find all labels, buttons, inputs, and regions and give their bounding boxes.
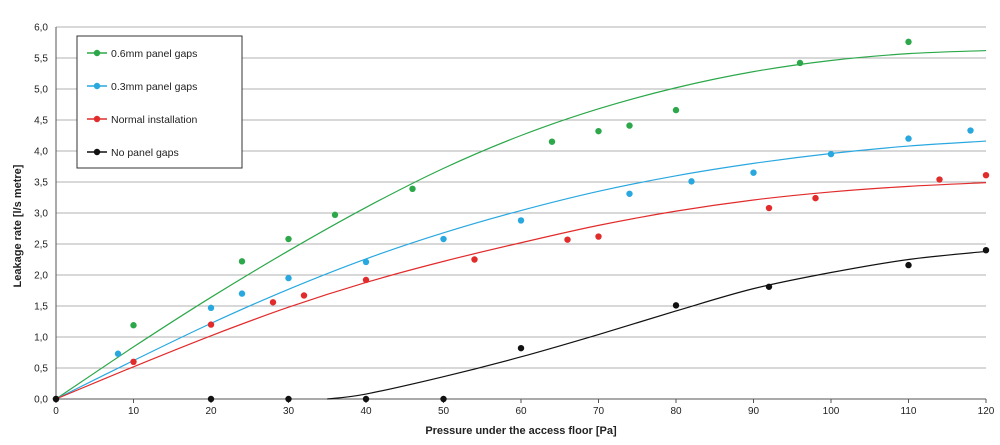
data-point-no-panel-gaps [207,395,215,403]
x-tick-label: 80 [670,406,682,417]
data-point-no-panel-gaps [517,344,525,352]
x-tick-label: 60 [515,406,527,417]
data-point-no-panel-gaps [285,395,292,403]
data-point-0-6mm-panel-gaps [285,235,292,243]
data-point-normal-installation [130,358,137,365]
data-point-0-6mm-panel-gaps [905,38,912,46]
x-axis-label: Pressure under the access floor [Pa] [425,425,617,437]
data-point-normal-installation [362,276,370,284]
data-point-0-6mm-panel-gaps [548,138,556,145]
data-point-0-3mm-panel-gaps [285,274,292,282]
x-tick-label: 70 [593,406,605,417]
data-point-0-3mm-panel-gaps [827,150,835,158]
data-point-0-6mm-panel-gaps [626,122,633,129]
y-tick-label: 5,5 [34,54,48,65]
data-point-0-6mm-panel-gaps [331,211,339,219]
legend-marker-no-panel-gaps [93,148,101,156]
trend-line-no-panel-gaps [327,250,987,400]
data-point-normal-installation [300,292,308,299]
legend-marker-0-6mm-panel-gaps [93,49,101,57]
data-point-0-3mm-panel-gaps [688,178,695,185]
data-point-no-panel-gaps [905,261,912,269]
y-tick-label: 5,0 [34,85,48,96]
data-point-0-3mm-panel-gaps [362,258,370,266]
data-point-no-panel-gaps [982,247,990,254]
data-point-no-panel-gaps [440,395,447,403]
legend-label-0-6mm-panel-gaps: 0.6mm panel gaps [111,48,197,60]
x-tick-label: 10 [128,406,140,417]
data-point-0-3mm-panel-gaps [626,190,633,197]
x-tick-label: 40 [360,406,372,417]
legend-box [76,35,243,169]
legend-label-no-panel-gaps: No panel gaps [111,147,179,159]
y-tick-label: 1,0 [34,333,48,344]
x-tick-label: 120 [978,406,995,417]
y-axis-label: Leakage rate [l/s metre] [12,164,24,287]
legend-label-normal-installation: Normal installation [111,114,198,126]
data-point-0-3mm-panel-gaps [905,135,912,142]
data-point-normal-installation [207,321,215,328]
data-point-0-6mm-panel-gaps [595,127,602,135]
data-point-0-3mm-panel-gaps [517,217,525,224]
y-tick-label: 2,5 [34,240,48,251]
data-point-0-3mm-panel-gaps [967,127,974,134]
x-tick-label: 20 [205,406,217,417]
data-point-0-6mm-panel-gaps [130,322,137,329]
data-point-normal-installation [936,176,943,183]
y-tick-label: 2,0 [34,271,48,282]
y-tick-label: 4,5 [34,116,48,127]
data-point-0-6mm-panel-gaps [409,185,416,193]
y-tick-label: 0,0 [34,395,48,406]
data-point-0-6mm-panel-gaps [672,106,680,114]
data-point-normal-installation [982,171,990,179]
x-tick-label: 30 [283,406,295,417]
y-tick-label: 4,0 [34,147,48,158]
data-point-normal-installation [471,256,478,263]
y-tick-label: 0,5 [34,364,48,375]
data-point-normal-installation [812,194,819,202]
legend-marker-normal-installation [93,115,101,123]
legend-label-0-3mm-panel-gaps: 0.3mm panel gaps [111,81,197,93]
data-point-0-6mm-panel-gaps [796,59,804,67]
y-tick-labels: 0,0 0,5 1,0 1,5 2,0 2,5 3,0 3,5 4,0 4,5 5,0 5,5 6,0 [34,23,48,406]
data-point-0-6mm-panel-gaps [238,258,246,265]
data-point-0-3mm-panel-gaps [440,235,447,243]
x-tick-label: 100 [823,406,840,417]
data-point-no-panel-gaps [52,395,60,403]
data-point-0-3mm-panel-gaps [750,169,757,176]
data-point-0-3mm-panel-gaps [114,350,122,357]
data-point-no-panel-gaps [672,302,680,309]
x-tick-label: 110 [901,406,917,417]
x-tick-label: 90 [748,406,760,417]
data-point-normal-installation [269,299,277,306]
trend-line-normal-installation [55,182,987,400]
y-tick-label: 6,0 [34,23,48,34]
legend-marker-0-3mm-panel-gaps [93,82,101,90]
data-point-0-3mm-panel-gaps [238,290,246,297]
y-tick-label: 3,5 [34,178,48,189]
y-tick-label: 3,0 [34,209,48,220]
data-point-normal-installation [564,236,571,243]
y-tick-label: 1,5 [34,302,48,313]
data-point-normal-installation [595,233,602,240]
data-point-no-panel-gaps [362,395,370,403]
trend-line-0-6mm-panel-gaps [55,49,987,400]
x-tick-labels: 0 10 20 30 40 50 60 70 80 90 100 110 120 [53,399,995,417]
data-point-normal-installation [765,204,773,212]
x-tick-label: 0 [53,406,59,417]
data-point-no-panel-gaps [765,283,773,290]
x-tick-label: 50 [438,406,450,417]
data-point-0-3mm-panel-gaps [207,304,215,312]
data-points [52,38,990,403]
legend: 0.6mm panel gaps 0.3mm panel gaps Normal i… [76,35,243,169]
